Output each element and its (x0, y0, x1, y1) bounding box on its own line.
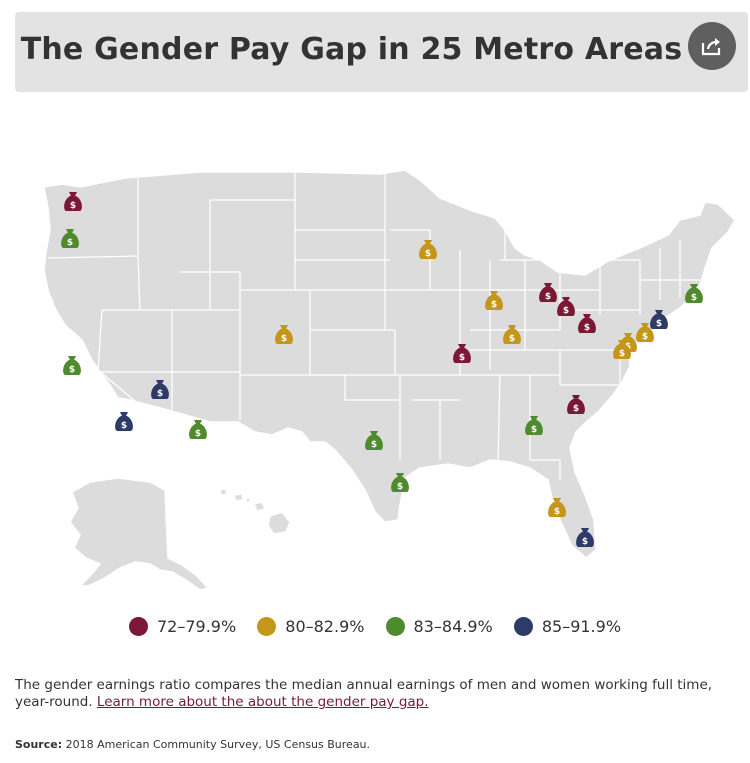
svg-text:$: $ (69, 365, 75, 375)
us-map: $$$$$$$$$$$$$$$$$$$$$$$$$ (0, 160, 750, 600)
money-bag-icon[interactable]: $ (275, 325, 293, 344)
svg-text:$: $ (491, 300, 497, 310)
svg-text:$: $ (281, 334, 287, 344)
source-line: Source: 2018 American Community Survey, … (15, 738, 370, 751)
svg-text:$: $ (642, 332, 648, 342)
legend-label-1: 72–79.9% (156, 617, 237, 636)
money-bag-icon[interactable]: $ (365, 431, 383, 450)
money-bag-icon[interactable]: $ (391, 473, 409, 492)
title-bar: The Gender Pay Gap in 25 Metro Areas (15, 12, 748, 92)
legend-item-1: 72–79.9% (128, 617, 237, 636)
svg-text:$: $ (573, 404, 579, 414)
legend-swatch-4 (513, 617, 533, 636)
legend-item-4: 85–91.9% (513, 617, 622, 636)
svg-text:$: $ (397, 482, 403, 492)
money-bag-icon[interactable]: $ (151, 380, 169, 399)
svg-text:$: $ (121, 421, 127, 431)
state-borders (47, 172, 700, 480)
svg-text:$: $ (67, 238, 73, 248)
hawaii-maui (252, 501, 267, 512)
hawaii-islet (245, 497, 251, 503)
money-bag-icon[interactable]: $ (61, 229, 79, 248)
svg-text:$: $ (371, 440, 377, 450)
money-bag-icon[interactable]: $ (453, 344, 471, 363)
source-text: 2018 American Community Survey, US Censu… (62, 738, 371, 751)
svg-text:$: $ (619, 349, 625, 359)
legend: 72–79.9% 80–82.9% 83–84.9% 85–91.9% (0, 616, 750, 636)
svg-text:$: $ (531, 425, 537, 435)
money-bag-icon[interactable]: $ (419, 240, 437, 259)
money-bag-icon[interactable]: $ (189, 420, 207, 439)
svg-text:$: $ (157, 389, 163, 399)
hawaii-big-island (267, 511, 291, 535)
legend-swatch-3 (385, 617, 405, 636)
legend-item-2: 80–82.9% (257, 617, 364, 636)
svg-text:$: $ (691, 293, 697, 303)
hawaii-oahu (232, 493, 244, 502)
legend-label-2: 80–82.9% (285, 617, 365, 636)
money-bag-icon[interactable]: $ (503, 325, 521, 344)
hawaii-kauai (219, 488, 228, 496)
svg-text:$: $ (509, 334, 515, 344)
legend-swatch-2 (257, 617, 277, 636)
money-bag-icon[interactable]: $ (548, 498, 566, 517)
money-bag-icon[interactable]: $ (539, 283, 557, 302)
money-bag-icon[interactable]: $ (557, 297, 575, 316)
share-icon (701, 38, 721, 56)
money-bag-icon[interactable]: $ (485, 291, 503, 310)
svg-text:$: $ (563, 306, 569, 316)
share-button[interactable] (688, 22, 736, 70)
money-bag-icon[interactable]: $ (685, 284, 703, 303)
money-bag-icon[interactable]: $ (525, 416, 543, 435)
svg-text:$: $ (195, 429, 201, 439)
metro-markers: $$$$$$$$$$$$$$$$$$$$$$$$$ (61, 192, 703, 547)
svg-text:$: $ (545, 292, 551, 302)
money-bag-icon[interactable]: $ (636, 323, 654, 342)
svg-text:$: $ (70, 201, 76, 211)
us-landmass (43, 169, 736, 591)
map-svg: $$$$$$$$$$$$$$$$$$$$$$$$$ (43, 169, 736, 591)
svg-text:$: $ (582, 537, 588, 547)
legend-label-3: 83–84.9% (413, 617, 493, 636)
learn-more-link[interactable]: Learn more about the about the gender pa… (96, 694, 429, 710)
svg-text:$: $ (459, 353, 465, 363)
money-bag-icon[interactable]: $ (63, 356, 81, 375)
money-bag-icon[interactable]: $ (567, 395, 585, 414)
alaska-shape (69, 477, 210, 591)
money-bag-icon[interactable]: $ (578, 314, 596, 333)
money-bag-icon[interactable]: $ (64, 192, 82, 211)
svg-text:$: $ (425, 249, 431, 259)
money-bag-icon[interactable]: $ (115, 412, 133, 431)
footnote: The gender earnings ratio compares the m… (15, 677, 735, 711)
legend-label-4: 85–91.9% (541, 617, 622, 636)
money-bag-icon[interactable]: $ (576, 528, 594, 547)
money-bag-icon[interactable]: $ (613, 340, 631, 359)
svg-text:$: $ (554, 507, 560, 517)
money-bag-icon[interactable]: $ (650, 310, 668, 329)
svg-text:$: $ (584, 323, 590, 333)
contiguous-us-shape (43, 169, 736, 559)
legend-swatch-1 (128, 617, 148, 636)
source-label: Source: (15, 738, 63, 751)
footnote-text: The gender earnings ratio compares the m… (15, 677, 713, 710)
svg-text:$: $ (656, 319, 662, 329)
page-title: The Gender Pay Gap in 25 Metro Areas (20, 32, 683, 67)
legend-item-3: 83–84.9% (385, 617, 493, 636)
